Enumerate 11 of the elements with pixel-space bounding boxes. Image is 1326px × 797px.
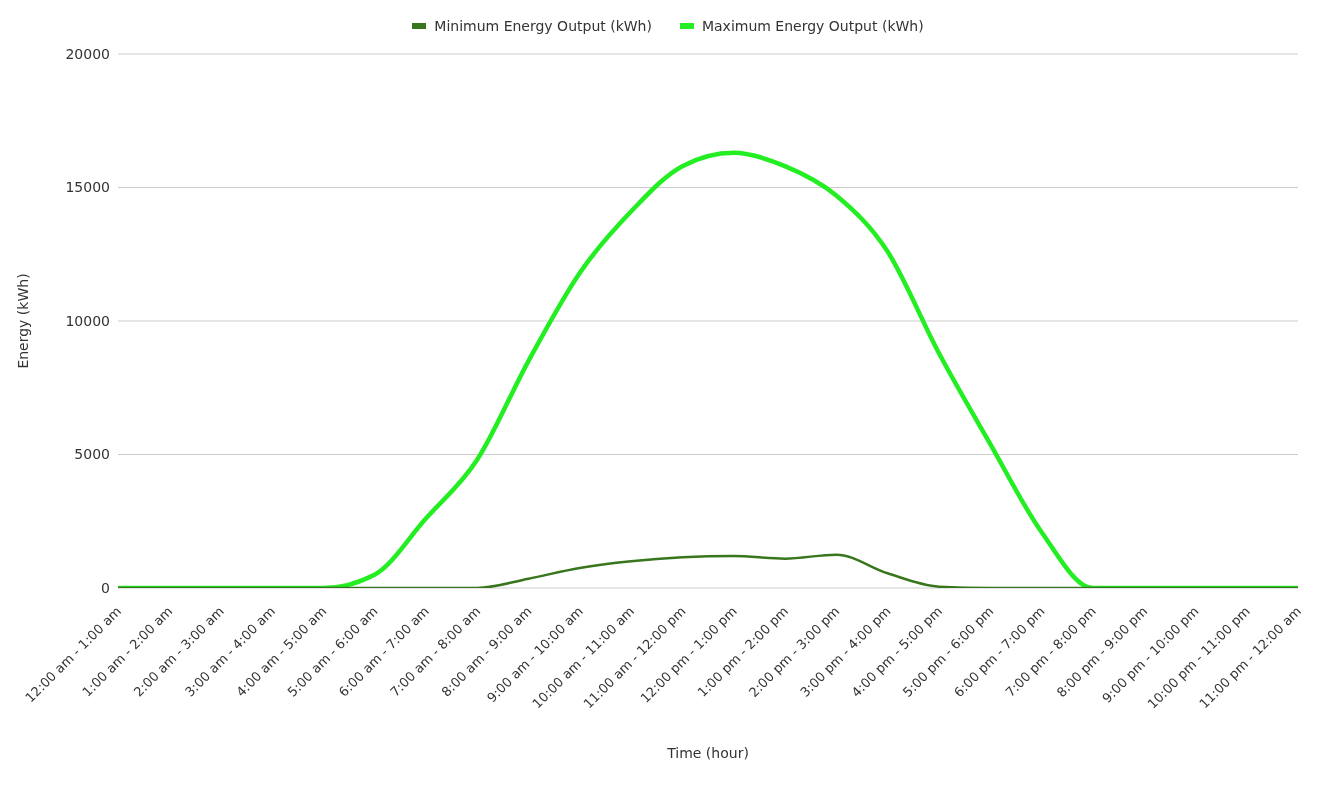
y-axis-title: Energy (kWh): [14, 273, 31, 369]
y-tick-label: 0: [101, 579, 110, 596]
legend-label: Minimum Energy Output (kWh): [433, 18, 652, 34]
y-tick-label: 10000: [65, 312, 110, 329]
legend-label: Maximum Energy Output (kWh): [700, 18, 924, 34]
x-axis-title: Time (hour): [666, 745, 749, 761]
y-tick-label: 15000: [65, 179, 110, 196]
y-tick-label: 20000: [65, 45, 110, 62]
line-series: [118, 150, 1298, 588]
line-series: [118, 553, 1298, 588]
y-tick-label: 5000: [74, 446, 110, 463]
